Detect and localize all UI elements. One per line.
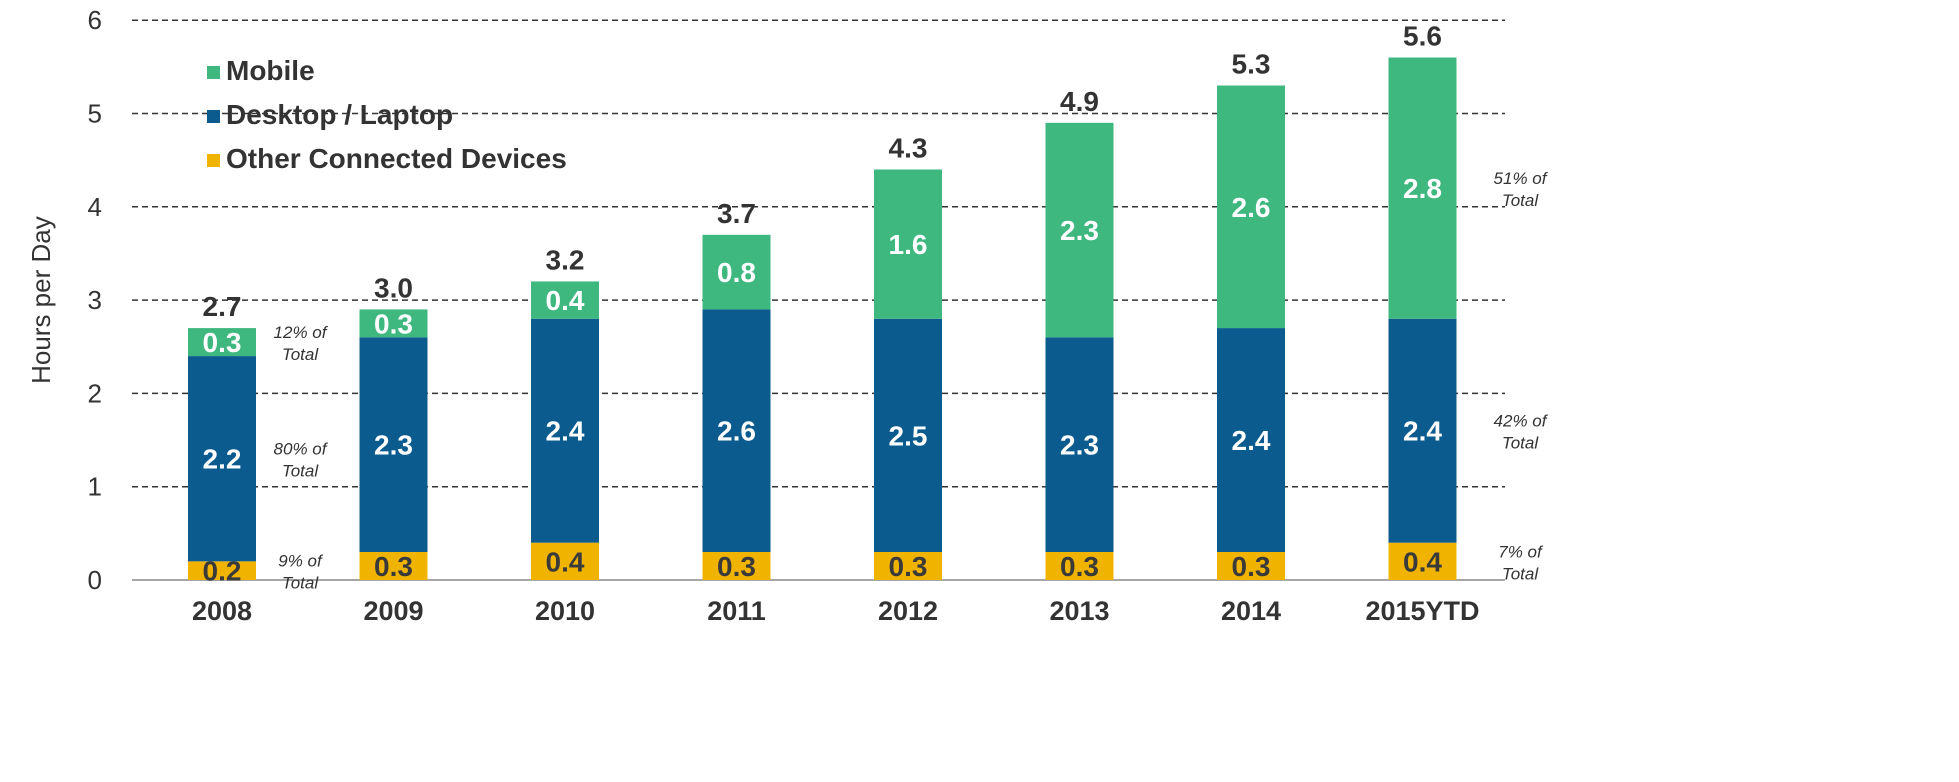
share-annotations: 12% of Total 80% of Total 9% of Total 51% of To… [274, 169, 1549, 593]
y-tick-label: 2 [88, 378, 102, 408]
bar-segment-mobile-2012 [874, 169, 942, 319]
share-annotation: 12% of [274, 323, 329, 342]
share-annotation: Total [282, 462, 319, 481]
segment-value-label: 0.3 [1232, 551, 1271, 582]
y-tick-label: 4 [88, 192, 102, 222]
y-tick-label: 0 [88, 565, 102, 595]
segment-value-label: 2.3 [1060, 430, 1099, 461]
segment-value-label: 0.3 [203, 327, 242, 358]
share-annotation: 42% of [1494, 412, 1549, 431]
share-annotation: Total [282, 345, 319, 364]
legend-label: Other Connected Devices [226, 143, 567, 174]
segment-value-label: 2.3 [374, 430, 413, 461]
segment-value-label: 2.6 [1232, 192, 1271, 223]
x-tick-label: 2015YTD [1365, 596, 1479, 626]
segment-value-label: 0.8 [717, 257, 756, 288]
bar-segment-desktop-laptop-2012 [874, 318, 942, 553]
bars [188, 57, 1457, 580]
segment-value-label: 0.3 [374, 308, 413, 339]
legend-label: Mobile [226, 55, 315, 86]
x-tick-label: 2014 [1221, 596, 1281, 626]
segment-value-label: 1.6 [889, 229, 928, 260]
bar-segment-desktop-laptop-2014 [1217, 328, 1285, 553]
segment-value-label: 2.4 [1403, 416, 1442, 447]
segment-value-label: 2.6 [717, 416, 756, 447]
segment-value-label: 2.5 [889, 420, 928, 451]
y-tick-label: 1 [88, 472, 102, 502]
bar-total-label: 3.7 [717, 198, 756, 229]
y-tick-label: 5 [88, 99, 102, 129]
bar-total-label: 3.0 [374, 272, 413, 303]
segment-value-label: 2.4 [1232, 425, 1271, 456]
segment-value-label: 0.3 [889, 551, 928, 582]
legend-label: Desktop / Laptop [226, 99, 453, 130]
share-annotation: Total [1502, 191, 1539, 210]
bar-segment-other-connected-devices-2009 [359, 552, 428, 580]
share-annotation: 7% of [1498, 542, 1544, 561]
bar-segment-mobile-2014 [1217, 85, 1285, 329]
bar-total-label: 4.9 [1060, 86, 1099, 117]
legend: Mobile Desktop / Laptop Other Connected De… [207, 55, 567, 174]
x-tick-label: 2012 [878, 596, 938, 626]
bar-segment-mobile-2011 [702, 234, 771, 310]
bar-segment-desktop-laptop-2010 [531, 318, 599, 543]
segment-value-label: 0.4 [546, 285, 585, 316]
x-tick-label: 2013 [1049, 596, 1109, 626]
segment-value-label: 0.3 [717, 551, 756, 582]
bar-segment-other-connected-devices-2015YTD [1388, 542, 1457, 580]
bar-segment-desktop-laptop-2011 [702, 309, 771, 553]
bar-segment-other-connected-devices-2012 [874, 552, 942, 580]
share-annotation: Total [1502, 564, 1539, 583]
share-annotation: Total [1502, 434, 1539, 453]
bar-segment-desktop-laptop-2013 [1045, 337, 1114, 553]
bar-segment-mobile-2008 [188, 328, 256, 357]
bar-segment-mobile-2009 [359, 309, 428, 338]
bar-segment-mobile-2015YTD [1388, 57, 1457, 319]
share-annotation: Total [282, 574, 319, 593]
share-annotation: 51% of [1494, 169, 1549, 188]
y-axis-title: Hours per Day [26, 216, 56, 384]
bar-segment-mobile-2013 [1045, 122, 1114, 338]
bar-total-label: 2.7 [203, 291, 242, 322]
segment-value-label: 0.4 [1403, 546, 1442, 577]
y-tick-label: 3 [88, 285, 102, 315]
x-tick-label: 2011 [707, 596, 766, 626]
bar-segment-other-connected-devices-2011 [702, 552, 771, 580]
bar-total-label: 5.3 [1232, 49, 1271, 80]
share-annotation: 80% of [274, 440, 329, 459]
bar-total-label: 5.6 [1403, 21, 1442, 52]
bar-segment-other-connected-devices-2014 [1217, 552, 1285, 580]
bar-segment-desktop-laptop-2015YTD [1388, 318, 1457, 543]
y-tick-label: 6 [88, 5, 102, 35]
bar-segment-desktop-laptop-2009 [359, 337, 428, 553]
segment-value-label: 2.8 [1403, 173, 1442, 204]
segment-value-label: 2.3 [1060, 215, 1099, 246]
bar-total-label: 4.3 [889, 132, 928, 163]
x-tick-label: 2009 [363, 596, 423, 626]
segment-value-label: 0.2 [203, 556, 242, 587]
segment-value-label: 2.4 [546, 416, 585, 447]
bar-segment-desktop-laptop-2008 [188, 356, 256, 562]
legend-swatch [207, 66, 220, 79]
bar-segment-mobile-2010 [531, 281, 599, 319]
segment-value-label: 0.4 [546, 546, 585, 577]
bar-segment-other-connected-devices-2008 [188, 561, 256, 580]
legend-swatch [207, 154, 220, 167]
segment-value-label: 0.3 [1060, 551, 1099, 582]
x-tick-label: 2010 [535, 596, 595, 626]
bar-segment-other-connected-devices-2013 [1045, 552, 1114, 580]
bar-segment-other-connected-devices-2010 [531, 542, 599, 580]
x-tick-label: 2008 [192, 596, 252, 626]
share-annotation: 9% of [278, 552, 324, 571]
data-labels: 0.2 2.2 0.3 2.7 2008 0.3 2.3 0.3 3.0 2009 0.4 2.4 0.… [192, 21, 1480, 626]
legend-swatch [207, 110, 220, 123]
bar-total-label: 3.2 [546, 244, 585, 275]
segment-value-label: 2.2 [203, 444, 242, 475]
segment-value-label: 0.3 [374, 551, 413, 582]
gridlines [132, 19, 1505, 488]
